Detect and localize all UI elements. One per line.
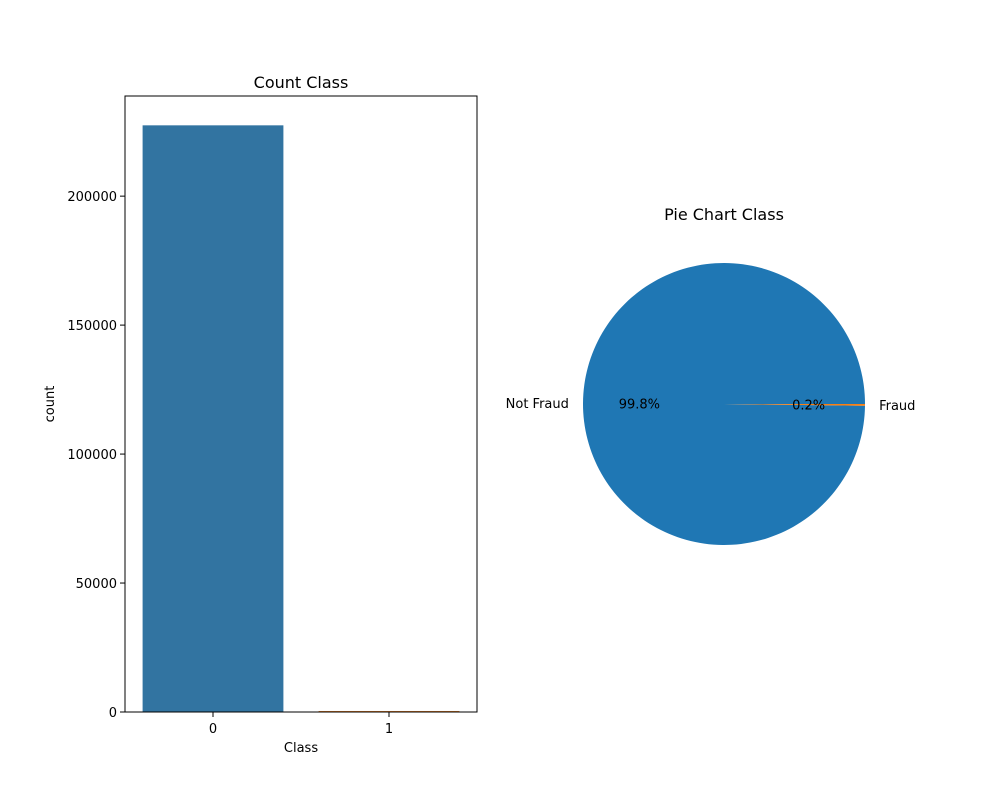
pie-labels: Not Fraud 99.8% Fraud 0.2%	[506, 397, 916, 414]
pie-label: Not Fraud	[506, 397, 569, 412]
bar-1	[318, 710, 460, 712]
x-tick-label: 1	[385, 722, 393, 737]
y-tick-label: 200000	[67, 190, 117, 205]
bar-plot-frame	[124, 95, 478, 713]
y-tick-label: 100000	[67, 448, 117, 463]
bar-chart-title: Count Class	[254, 73, 349, 92]
y-tick-label: 0	[109, 706, 117, 721]
pie-slice-fraud	[724, 404, 865, 406]
pie-slices	[582, 262, 865, 545]
pie-percent-label: 99.8%	[619, 397, 660, 412]
bar-y-axis-ticks: 0 50000 100000 150000 200000	[67, 190, 125, 721]
pie-slice-not-fraud	[582, 262, 865, 545]
bar-series	[142, 125, 460, 713]
pie-percent-label: 0.2%	[792, 399, 825, 414]
y-tick-label: 150000	[67, 319, 117, 334]
pie-label: Fraud	[879, 399, 915, 414]
bar-0	[142, 125, 284, 713]
bar-y-axis-label: count	[43, 386, 58, 423]
pie-chart-panel: Pie Chart Class Not Fraud 99.8% Fraud 0.2%	[506, 205, 916, 545]
pie-chart-title: Pie Chart Class	[664, 205, 784, 224]
y-tick-label: 50000	[76, 577, 117, 592]
bar-x-axis-label: Class	[284, 741, 318, 756]
x-tick-label: 0	[209, 722, 217, 737]
